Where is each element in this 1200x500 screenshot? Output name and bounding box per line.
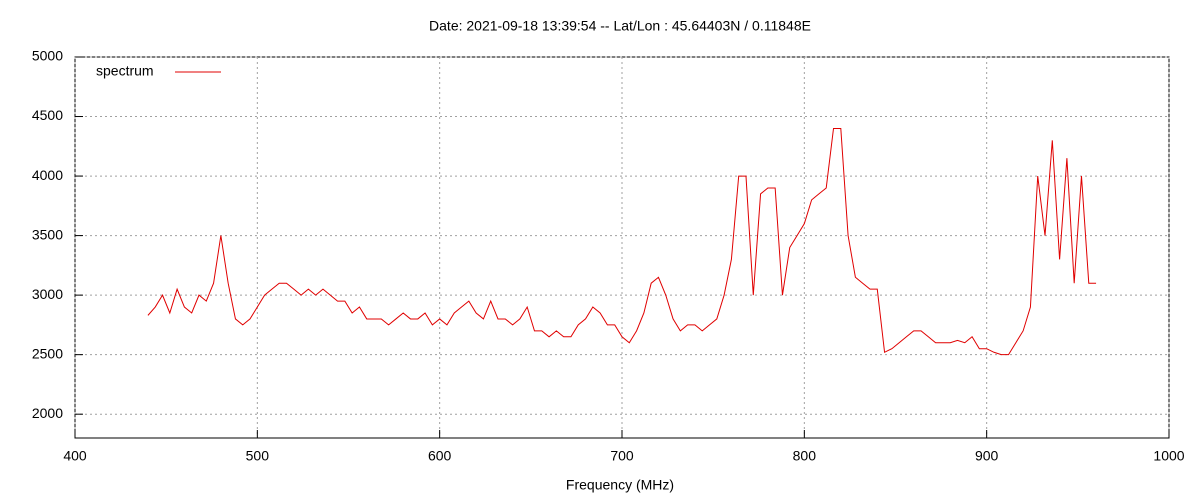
- y-tick-label: 3500: [32, 226, 63, 242]
- y-tick-label: 2500: [32, 345, 63, 361]
- y-tick-label: 4500: [32, 107, 63, 123]
- x-tick-label: 1000: [1153, 448, 1184, 464]
- x-tick-label: 400: [63, 448, 87, 464]
- chart-title: Date: 2021-09-18 13:39:54 -- Lat/Lon : 4…: [429, 18, 811, 34]
- y-tick-label: 3000: [32, 286, 63, 302]
- y-tick-label: 2000: [32, 405, 63, 421]
- legend-label: spectrum: [96, 63, 154, 79]
- x-tick-label: 700: [610, 448, 634, 464]
- y-tick-label: 5000: [32, 48, 63, 64]
- x-tick-label: 900: [975, 448, 999, 464]
- y-tick-label: 4000: [32, 167, 63, 183]
- x-axis-label: Frequency (MHz): [566, 477, 674, 493]
- x-tick-label: 500: [246, 448, 270, 464]
- x-tick-label: 800: [793, 448, 817, 464]
- spectrum-line: [147, 127, 1097, 356]
- x-tick-label: 600: [428, 448, 452, 464]
